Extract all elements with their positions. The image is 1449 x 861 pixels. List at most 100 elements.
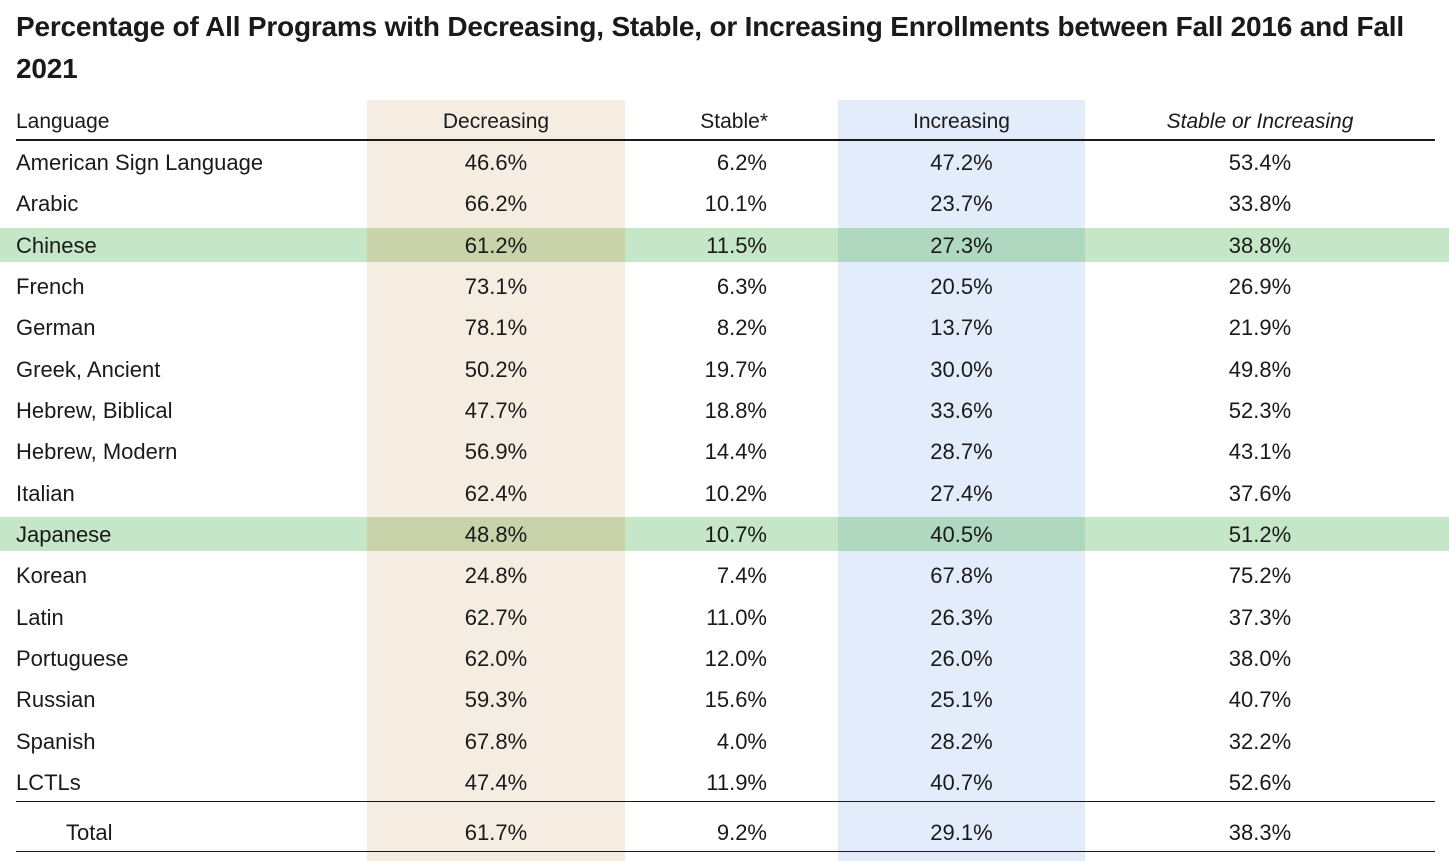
cell-stable: 19.7%: [704, 357, 767, 382]
cell-language: Arabic: [16, 191, 79, 216]
cell-stable: 11.9%: [706, 770, 767, 795]
cell-decreasing: 62.7%: [464, 605, 528, 630]
cell-stable: 10.7%: [704, 522, 767, 547]
cell-stable-or-increasing: 26.9%: [1228, 274, 1292, 299]
cell-decreasing: 59.3%: [464, 687, 528, 712]
table-row: Hebrew, Modern 56.9% 14.4% 28.7% 43.1%: [0, 431, 1449, 472]
cell-stable-or-increasing: 40.7%: [1228, 687, 1292, 712]
header-stable: Stable*: [700, 110, 768, 133]
cell-stable-or-increasing: 38.8%: [1228, 233, 1292, 258]
table-header: Language Decreasing Stable* Increasing S…: [0, 101, 1449, 142]
cell-increasing: 27.4%: [930, 481, 993, 506]
cell-language: Spanish: [16, 729, 96, 754]
cell-decreasing: 67.8%: [464, 729, 528, 754]
cell-decreasing: 46.6%: [464, 150, 528, 175]
cell-language: Hebrew, Biblical: [16, 398, 173, 423]
cell-increasing: 23.7%: [930, 191, 993, 216]
cell-decreasing: 47.4%: [464, 770, 528, 795]
table-title: Percentage of All Programs with Decreasi…: [16, 11, 1404, 84]
highlighted-decreasing-cell: [367, 228, 625, 262]
table-row: Portuguese 62.0% 12.0% 26.0% 38.0%: [0, 638, 1449, 679]
cell-stable-or-increasing: 37.3%: [1228, 605, 1292, 630]
table-row: Latin 62.7% 11.0% 26.3% 37.3%: [0, 597, 1449, 638]
cell-stable-or-increasing: 37.6%: [1228, 481, 1292, 506]
table-row: Russian 59.3% 15.6% 25.1% 40.7%: [0, 679, 1449, 720]
cell-language: German: [16, 315, 96, 340]
cell-language: LCTLs: [16, 770, 81, 795]
cell-decreasing: 24.8%: [464, 563, 528, 588]
header-rule: [16, 139, 1435, 141]
cell-increasing: 67.8%: [930, 563, 993, 588]
cell-language: French: [16, 274, 85, 299]
total-row: Total 61.7% 9.2% 29.1% 38.3%: [0, 812, 1449, 853]
total-label: Total: [66, 820, 113, 845]
cell-stable-or-increasing: 33.8%: [1228, 191, 1292, 216]
cell-stable: 18.8%: [704, 398, 767, 423]
highlighted-increasing-cell: [838, 517, 1085, 551]
cell-increasing: 33.6%: [930, 398, 993, 423]
cell-stable: 6.2%: [716, 150, 767, 175]
highlighted-decreasing-cell: [367, 517, 625, 551]
cell-language: Portuguese: [16, 646, 129, 671]
total-increasing: 29.1%: [930, 820, 993, 845]
cell-stable-or-increasing: 52.3%: [1228, 398, 1292, 423]
cell-stable: 10.2%: [704, 481, 767, 506]
total-stable: 9.2%: [716, 820, 767, 845]
cell-increasing: 20.5%: [930, 274, 993, 299]
cell-stable: 4.0%: [716, 729, 767, 754]
cell-increasing: 30.0%: [930, 357, 993, 382]
cell-stable: 15.6%: [704, 687, 767, 712]
header-stable-or-increasing: Stable or Increasing: [1166, 110, 1354, 133]
cell-stable: 6.3%: [716, 274, 767, 299]
table-row: Chinese 61.2% 11.5% 27.3% 38.8%: [0, 225, 1449, 266]
cell-stable: 11.0%: [706, 605, 767, 630]
cell-stable-or-increasing: 75.2%: [1228, 563, 1292, 588]
total-stable-or-increasing: 38.3%: [1228, 820, 1292, 845]
cell-increasing: 13.7%: [930, 315, 993, 340]
cell-decreasing: 47.7%: [464, 398, 528, 423]
cell-language: Italian: [16, 481, 75, 506]
header-decreasing: Decreasing: [442, 110, 550, 133]
cell-increasing: 26.3%: [930, 605, 993, 630]
decreasing-column-band: [367, 100, 625, 861]
cell-stable: 14.4%: [704, 439, 767, 464]
increasing-column-band: [838, 100, 1085, 861]
cell-increasing: 40.5%: [930, 522, 993, 547]
table-row: Japanese 48.8% 10.7% 40.5% 51.2%: [0, 514, 1449, 555]
cell-decreasing: 73.1%: [464, 274, 528, 299]
header-language: Language: [16, 110, 110, 133]
cell-stable: 11.5%: [706, 233, 767, 258]
table-row: German 78.1% 8.2% 13.7% 21.9%: [0, 307, 1449, 348]
cell-decreasing: 66.2%: [464, 191, 528, 216]
cell-stable-or-increasing: 32.2%: [1228, 729, 1292, 754]
table-row: Korean 24.8% 7.4% 67.8% 75.2%: [0, 555, 1449, 596]
cell-increasing: 40.7%: [930, 770, 993, 795]
table-row: LCTLs 47.4% 11.9% 40.7% 52.6%: [0, 762, 1449, 803]
table-row: Greek, Ancient 50.2% 19.7% 30.0% 49.8%: [0, 349, 1449, 390]
cell-language: Korean: [16, 563, 87, 588]
total-decreasing: 61.7%: [464, 820, 528, 845]
cell-decreasing: 50.2%: [464, 357, 528, 382]
cell-stable-or-increasing: 21.9%: [1228, 315, 1292, 340]
cell-stable-or-increasing: 49.8%: [1228, 357, 1292, 382]
cell-stable: 10.1%: [704, 191, 767, 216]
cell-stable-or-increasing: 52.6%: [1228, 770, 1292, 795]
cell-decreasing: 56.9%: [464, 439, 528, 464]
cell-decreasing: 61.2%: [464, 233, 528, 258]
total-bottom-rule: [16, 851, 1435, 852]
cell-stable: 7.4%: [716, 563, 767, 588]
table-row: Italian 62.4% 10.2% 27.4% 37.6%: [0, 473, 1449, 514]
cell-language: Japanese: [16, 522, 112, 547]
cell-language: American Sign Language: [16, 150, 264, 175]
cell-increasing: 25.1%: [930, 687, 993, 712]
cell-language: Greek, Ancient: [16, 357, 161, 382]
cell-language: Russian: [16, 687, 96, 712]
table-row: American Sign Language 46.6% 6.2% 47.2% 53.4…: [0, 142, 1449, 183]
highlighted-increasing-cell: [838, 228, 1085, 262]
cell-decreasing: 62.0%: [464, 646, 528, 671]
cell-stable-or-increasing: 53.4%: [1228, 150, 1292, 175]
cell-increasing: 47.2%: [930, 150, 993, 175]
highlighted-row-background: [0, 517, 1449, 551]
cell-stable: 12.0%: [704, 646, 767, 671]
cell-increasing: 28.7%: [930, 439, 993, 464]
